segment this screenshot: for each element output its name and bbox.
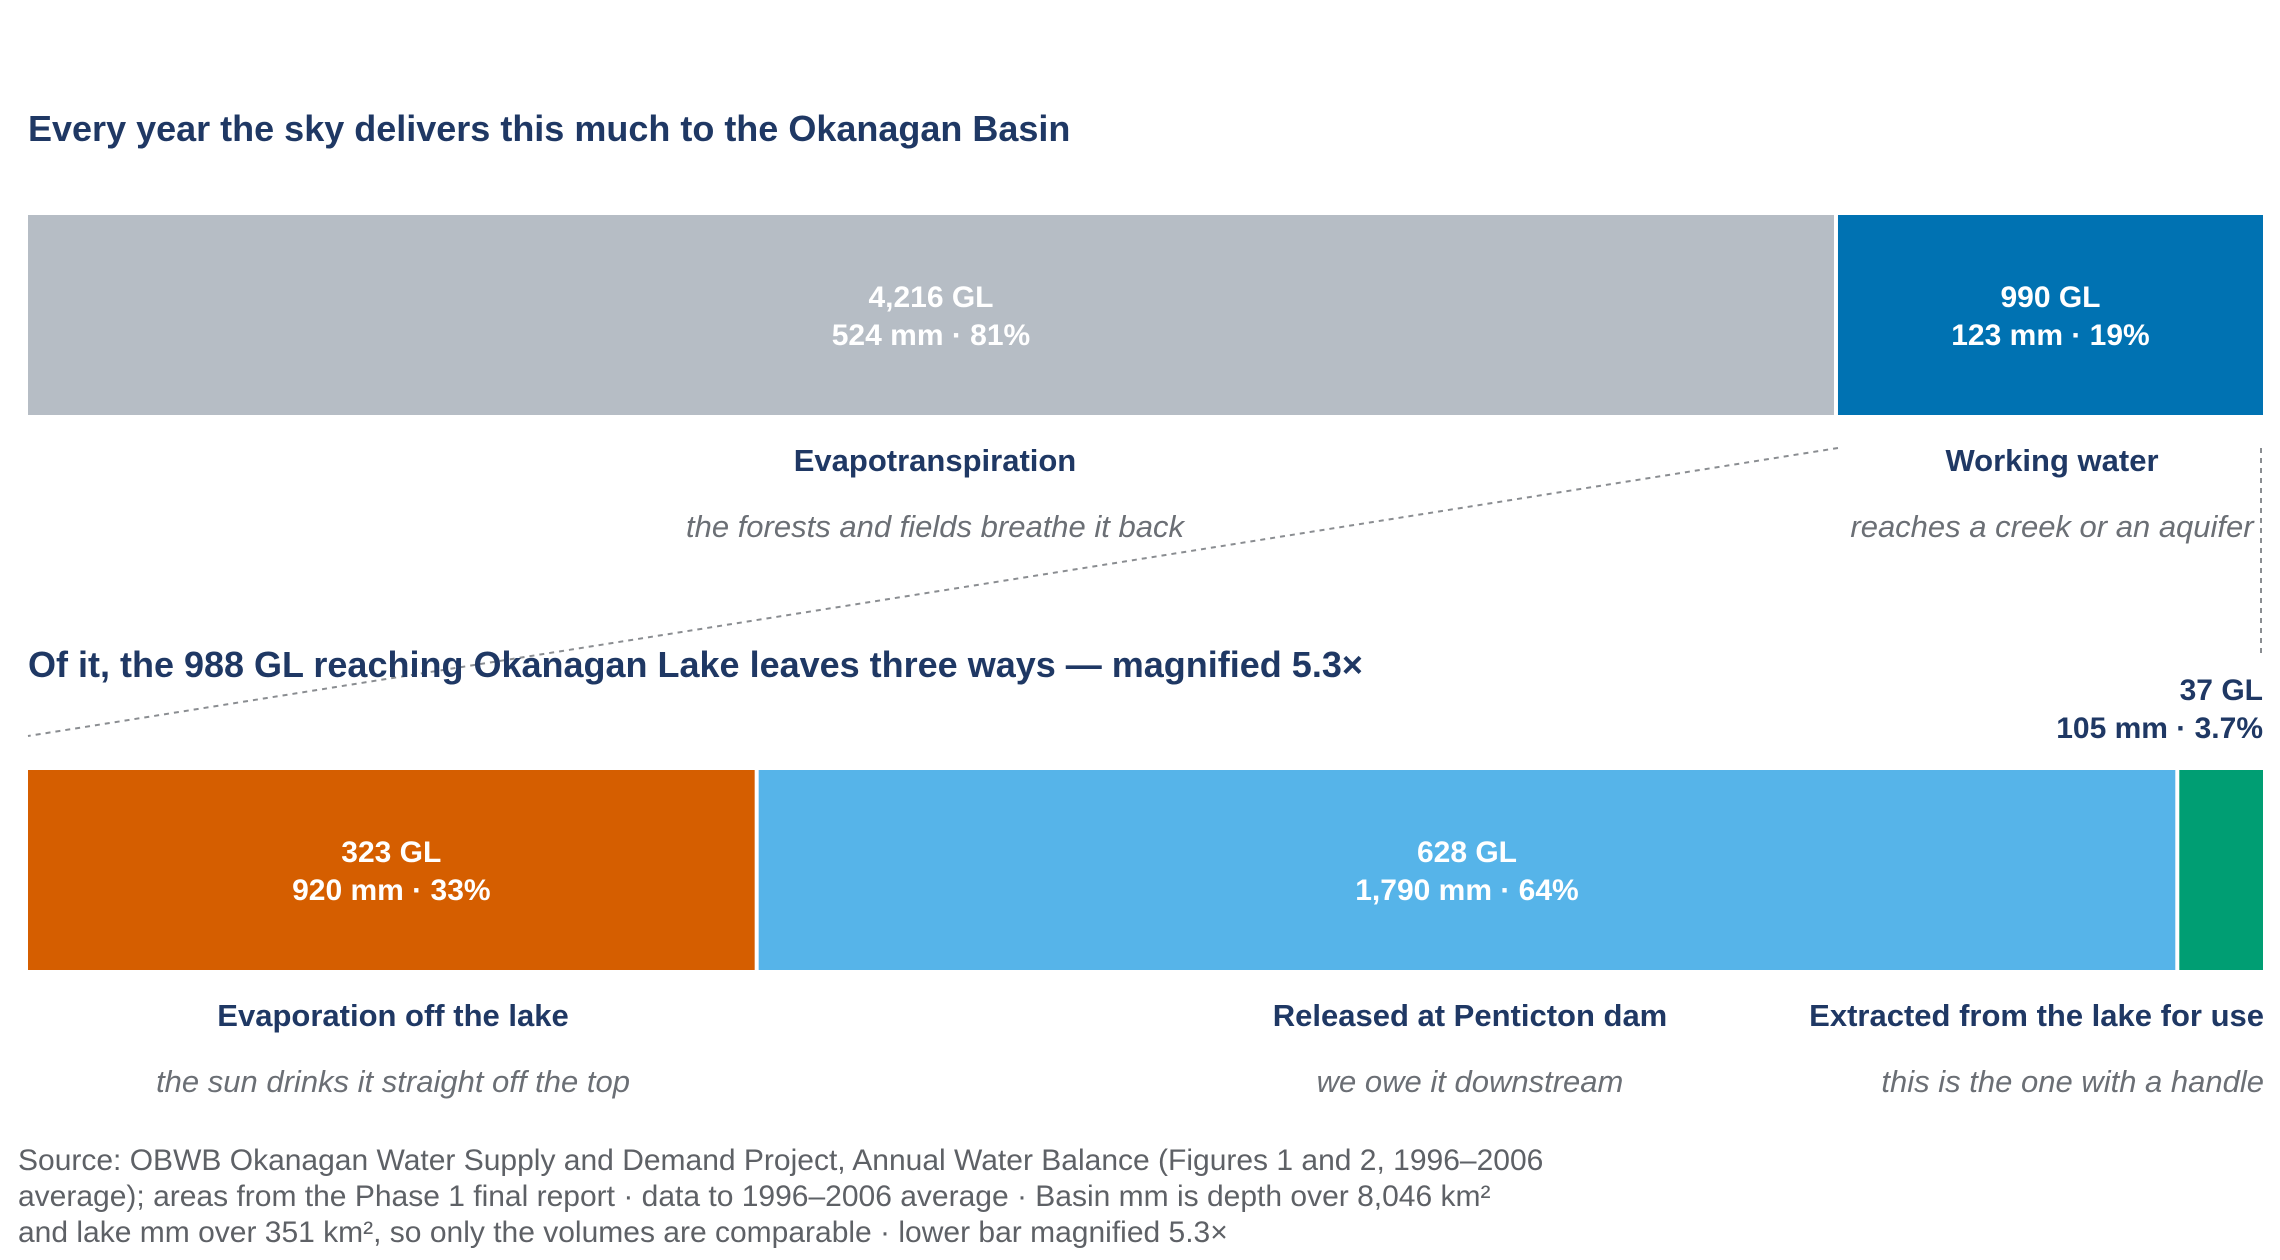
evapotranspiration-subtitle: the forests and fields breathe it back xyxy=(686,509,1186,544)
evapotranspiration-name-label: Evapotranspiration xyxy=(794,443,1077,478)
top-bar: 4,216 GL 524 mm · 81% Evapotranspiration th… xyxy=(28,215,2263,544)
evaporation-off-the-lake-subtitle: the sun drinks it straight off the top xyxy=(156,1064,630,1099)
working-water-detail-label: 123 mm · 19% xyxy=(1951,319,2149,352)
source-note: Source: OBWB Okanagan Water Supply and D… xyxy=(18,1144,1543,1249)
evaporation-off-the-lake-segment xyxy=(28,770,755,970)
extracted-from-the-lake-for-use-subtitle: this is the one with a handle xyxy=(1881,1064,2264,1099)
evapotranspiration-detail-label: 524 mm · 81% xyxy=(832,319,1030,352)
source-line: Source: OBWB Okanagan Water Supply and D… xyxy=(18,1144,1543,1177)
working-water-value-label: 990 GL xyxy=(2000,281,2100,314)
released-at-penticton-dam-subtitle: we owe it downstream xyxy=(1317,1064,1624,1099)
source-line: average); areas from the Phase 1 final r… xyxy=(18,1180,1490,1213)
evaporation-off-the-lake-name-label: Evaporation off the lake xyxy=(217,998,568,1033)
evapotranspiration-value-label: 4,216 GL xyxy=(868,281,993,314)
evaporation-off-the-lake-detail-label: 920 mm · 33% xyxy=(292,874,490,907)
working-water-segment xyxy=(1837,215,2263,415)
connector-left xyxy=(27,447,1839,737)
released-at-penticton-dam-name-label: Released at Penticton dam xyxy=(1273,998,1668,1033)
extracted-from-the-lake-for-use-segment xyxy=(2179,770,2263,970)
top-chart-title: Every year the sky delivers this much to… xyxy=(28,108,1070,149)
extracted-from-the-lake-for-use-value-label: 37 GL xyxy=(2180,674,2263,707)
working-water-name-label: Working water xyxy=(1945,443,2158,478)
released-at-penticton-dam-value-label: 628 GL xyxy=(1417,836,1517,869)
source-line: and lake mm over 351 km², so only the vo… xyxy=(18,1216,1228,1249)
bottom-chart-title: Of it, the 988 GL reaching Okanagan Lake… xyxy=(28,644,1363,685)
magnification-connectors xyxy=(27,447,2262,737)
evaporation-off-the-lake-value-label: 323 GL xyxy=(341,836,441,869)
extracted-from-the-lake-for-use-detail-label: 105 mm · 3.7% xyxy=(2056,712,2263,745)
extracted-from-the-lake-for-use-name-label: Extracted from the lake for use xyxy=(1809,998,2264,1033)
released-at-penticton-dam-detail-label: 1,790 mm · 64% xyxy=(1355,874,1578,907)
working-water-subtitle: reaches a creek or an aquifer xyxy=(1850,509,2255,544)
bottom-bar: 323 GL 920 mm · 33% Evaporation off the la… xyxy=(28,674,2264,1099)
evapotranspiration-segment xyxy=(28,215,1834,415)
released-at-penticton-dam-segment xyxy=(758,770,2176,970)
